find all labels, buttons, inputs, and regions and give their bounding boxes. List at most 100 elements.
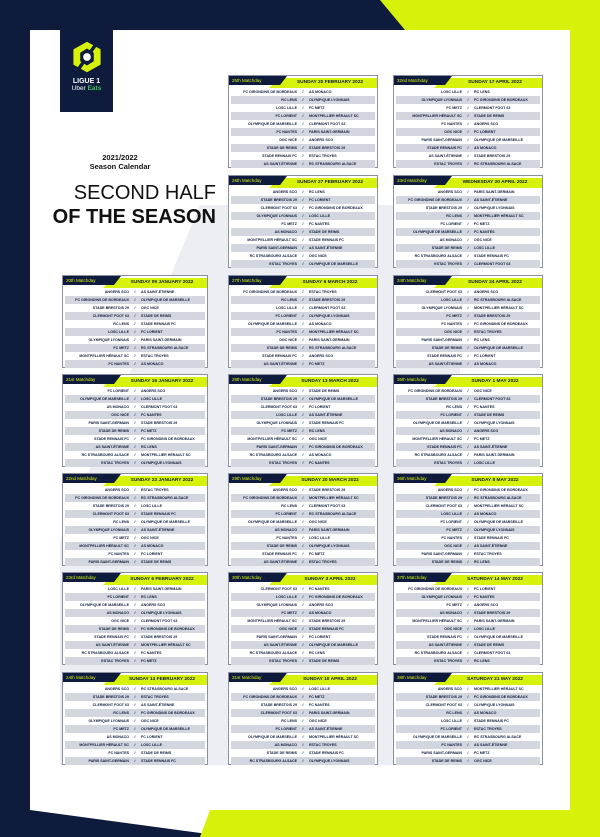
fixture-row: ANGERS SCO / RC LENS — [231, 188, 375, 196]
home-team: AS SAINT-ÉTIENNE — [428, 362, 462, 366]
fixture-row: LOSC LILLE / PARIS SAINT-GERMAIN — [65, 585, 205, 593]
home-team: STADE BRESTOIS 29 — [92, 306, 129, 310]
fixture-separator: / — [467, 727, 469, 731]
away-team: FC LORIENT — [141, 735, 163, 739]
away-team: LOSC LILLE — [309, 536, 330, 540]
fixture-row: OLYMPIQUE LYONNAIS / ANGERS SCO — [231, 601, 375, 609]
fixture-separator: / — [134, 603, 136, 607]
matchday-block: 22nd Matchday SUNDAY 23 JANUARY 2022 ANGER… — [62, 473, 208, 566]
away-team: PARIS SAINT-GERMAIN — [309, 130, 350, 134]
home-team: CLERMONT FOOT 63 — [425, 504, 462, 508]
fixture-row: RC LENS / OGC NICE — [231, 717, 375, 725]
background-lime-bottom — [200, 810, 600, 837]
season-label: Season Calendar — [89, 162, 151, 171]
home-team: OLYMPIQUE LYONNAIS — [256, 214, 297, 218]
home-team: AS MONACO — [106, 611, 129, 615]
away-team: STADE BRESTOIS 29 — [474, 154, 511, 158]
fixture-separator: / — [467, 262, 469, 266]
fixture-row: OGC NICE / ESTAC TROYES — [396, 328, 540, 336]
fixture-separator: / — [302, 154, 304, 158]
fixture-separator: / — [302, 735, 304, 739]
away-team: STADE RENNAIS FC — [309, 238, 344, 242]
fixture-separator: / — [467, 587, 469, 591]
fixture-row: FC LORIENT / OLYMPIQUE DE MARSEILLE — [396, 518, 540, 526]
home-team: OLYMPIQUE DE MARSEILLE — [248, 122, 297, 126]
matchday-block: 34th Matchday SUNDAY 24 APRIL 2022 CLERMON… — [393, 275, 543, 368]
fixture-separator: / — [467, 306, 469, 310]
away-team: FC NANTES — [474, 230, 495, 234]
away-team: FC LORIENT — [141, 552, 163, 556]
home-team: MONTPELLIER HÉRAULT SC — [412, 437, 462, 441]
home-team: ESTAC TROYES — [269, 461, 297, 465]
fixture-row: FC METZ / STADE BRESTOIS 29 — [396, 312, 540, 320]
away-team: FC LORIENT — [141, 330, 163, 334]
away-team: RC LENS — [474, 338, 490, 342]
fixture-row: LOSC LILLE / RC LENS — [396, 88, 540, 96]
matchday-date: SUNDAY 3 APRIL 2022 — [269, 575, 377, 585]
fixture-row: STADE DE REIMS / FC GIRONDINS DE BORDEAUX — [65, 625, 205, 633]
fixture-separator: / — [467, 346, 469, 350]
home-team: FC GIRONDINS DE BORDEAUX — [75, 496, 129, 500]
fixture-separator: / — [467, 413, 469, 417]
fixture-separator: / — [302, 703, 304, 707]
fixture-row: PARIS SAINT-GERMAIN / OLYMPIQUE DE MARSEIL… — [396, 136, 540, 144]
fixture-separator: / — [134, 659, 136, 663]
fixture-separator: / — [467, 106, 469, 110]
home-team: OLYMPIQUE DE MARSEILLE — [248, 322, 297, 326]
fixture-row: ESTAC TROYES / FC METZ — [65, 657, 205, 665]
home-team: FC NANTES — [108, 552, 129, 556]
fixture-row: FC METZ / OLYMPIQUE DE MARSEILLE — [65, 725, 205, 733]
away-team: ESTAC TROYES — [141, 354, 169, 358]
fixture-separator: / — [134, 413, 136, 417]
away-team: OLYMPIQUE LYONNAIS — [474, 703, 515, 707]
away-team: RC LENS — [309, 190, 325, 194]
fixture-row: STADE RENNAIS FC / ANGERS SCO — [231, 352, 375, 360]
fixture-row: STADE BRESTOIS 29 / OLYMPIQUE LYONNAIS — [396, 204, 540, 212]
home-team: FC GIRONDINS DE BORDEAUX — [243, 290, 297, 294]
logo-sponsor-text: Uber Eats — [71, 85, 102, 92]
fixture-separator: / — [302, 413, 304, 417]
home-team: FC GIRONDINS DE BORDEAUX — [243, 695, 297, 699]
fixture-separator: / — [134, 290, 136, 294]
fixture-separator: / — [134, 405, 136, 409]
away-team: STADE BRESTOIS 29 — [141, 635, 178, 639]
fixture-separator: / — [302, 643, 304, 647]
fixture-row: FC GIRONDINS DE BORDEAUX / FC METZ — [231, 693, 375, 701]
home-team: LOSC LILLE — [441, 90, 462, 94]
fixture-row: FC GIRONDINS DE BORDEAUX / AS SAINT-ÉTIENN… — [396, 196, 540, 204]
fixture-separator: / — [467, 437, 469, 441]
matchday-block: 26th Matchday SUNDAY 27 FEBRUARY 2022 ANGE… — [228, 175, 378, 268]
fixture-separator: / — [302, 488, 304, 492]
fixture-separator: / — [302, 254, 304, 258]
fixture-row: ESTAC TROYES / OLYMPIQUE DE MARSEILLE — [231, 260, 375, 268]
fixture-separator: / — [467, 330, 469, 334]
fixture-row: FC NANTES / MONTPELLIER HÉRAULT SC — [231, 328, 375, 336]
matchday-block: 23rd Matchday SUNDAY 6 FEBRUARY 2022 LOSC … — [62, 572, 208, 665]
fixture-row: FC LORIENT / FC METZ — [396, 220, 540, 228]
fixture-separator: / — [302, 421, 304, 425]
fixture-row: ANGERS SCO / AS SAINT-ÉTIENNE — [65, 288, 205, 296]
away-team: FC LORIENT — [309, 198, 331, 202]
fixture-separator: / — [134, 429, 136, 433]
home-team: FC METZ — [113, 727, 129, 731]
fixture-row: ESTAC TROYES / CLERMONT FOOT 63 — [396, 260, 540, 268]
away-team: FC NANTES — [474, 405, 495, 409]
fixture-row: STADE RENNAIS FC / FC METZ — [231, 550, 375, 558]
home-team: OGC NICE — [444, 627, 462, 631]
home-team: PARIS SAINT-GERMAIN — [88, 560, 129, 564]
fixture-separator: / — [302, 496, 304, 500]
home-team: FC NANTES — [441, 743, 462, 747]
season-heading: 2021/2022 Season Calendar — [80, 153, 160, 171]
away-team: RC STRASBOURG ALSACE — [309, 512, 357, 516]
fixture-separator: / — [302, 405, 304, 409]
fixture-row: OLYMPIQUE DE MARSEILLE / CLERMONT FOOT 63 — [231, 120, 375, 128]
fixture-separator: / — [467, 445, 469, 449]
matchday-block: 32nd Matchday SUNDAY 17 APRIL 2022 LOSC LI… — [393, 75, 543, 168]
home-team: FC LORIENT — [440, 413, 462, 417]
away-team: OLYMPIQUE DE MARSEILLE — [309, 397, 358, 401]
away-team: STADE DE REIMS — [141, 314, 172, 318]
home-team: FC LORIENT — [275, 114, 297, 118]
away-team: STADE BRESTOIS 29 — [141, 421, 178, 425]
home-team: PARIS SAINT-GERMAIN — [256, 635, 297, 639]
matchday-label: 33rd Matchday — [394, 176, 452, 185]
